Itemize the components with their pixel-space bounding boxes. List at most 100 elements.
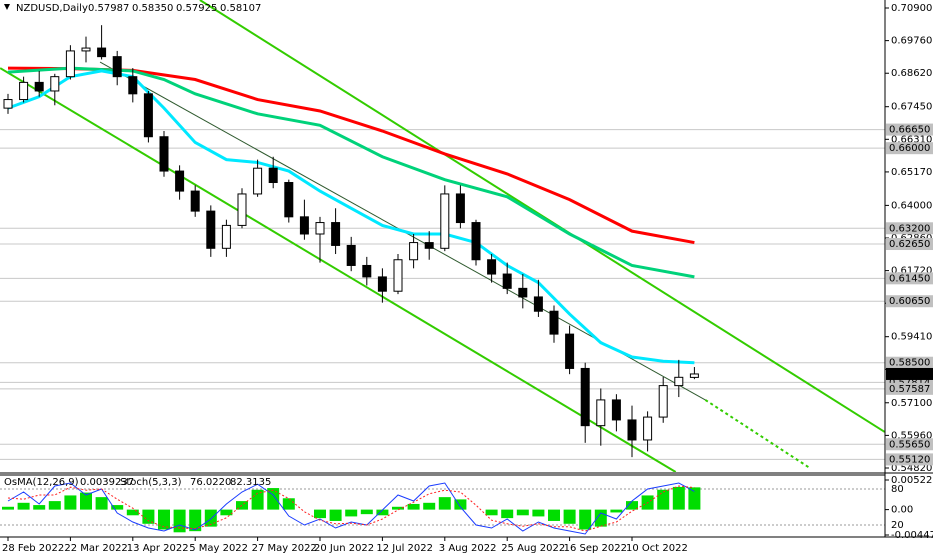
x-tick-label: 12 Jul 2022 bbox=[376, 543, 433, 554]
candle-body bbox=[34, 81, 44, 92]
candle-body bbox=[19, 81, 29, 101]
trendline bbox=[0, 67, 677, 472]
level-label: 0.63200 bbox=[889, 223, 930, 234]
stoch-value: 82.3135 bbox=[230, 477, 271, 488]
candle-body bbox=[221, 224, 231, 249]
osma-bar bbox=[548, 509, 560, 521]
candle-body bbox=[175, 170, 185, 192]
osma-bar bbox=[672, 486, 685, 510]
stoch-tick-label: 80 bbox=[891, 484, 904, 495]
candle-body bbox=[611, 399, 621, 421]
level-label: 0.62650 bbox=[889, 239, 930, 250]
osma-bar bbox=[204, 509, 217, 527]
level-label: 0.60650 bbox=[889, 296, 930, 307]
candle-body bbox=[689, 373, 699, 378]
osma-bar bbox=[158, 509, 170, 530]
title-arrow bbox=[4, 4, 10, 10]
candle-body bbox=[471, 222, 481, 261]
stoch-value: 76.0220 bbox=[190, 477, 231, 488]
y-tick-label: 0.54820 bbox=[891, 463, 932, 474]
osma-bar bbox=[501, 509, 514, 519]
osma-bar bbox=[438, 497, 451, 510]
ohlc-value: 0.58350 bbox=[132, 3, 173, 14]
candle-body bbox=[565, 333, 575, 369]
ohlc-value: 0.58107 bbox=[220, 3, 261, 14]
x-tick-label: 20 Jun 2022 bbox=[314, 543, 374, 554]
osma-bar bbox=[282, 498, 295, 510]
level-label-box bbox=[886, 438, 933, 451]
osma-bar bbox=[48, 501, 61, 510]
osma-bar bbox=[657, 489, 670, 510]
level-label: 0.55120 bbox=[889, 454, 930, 465]
osma-bar bbox=[126, 509, 139, 516]
osma-bar bbox=[392, 506, 404, 510]
level-label-box bbox=[886, 142, 933, 155]
level-label-box bbox=[886, 222, 933, 235]
symbol-title: NZDUSD,Daily bbox=[16, 3, 88, 14]
y-tick-label: 0.68620 bbox=[891, 68, 932, 79]
stoch-line bbox=[7, 485, 695, 532]
candle-body bbox=[424, 242, 434, 249]
candle-body bbox=[455, 193, 465, 224]
osma-bar bbox=[579, 509, 592, 530]
osma-bar bbox=[454, 499, 467, 510]
candle-body bbox=[143, 93, 153, 138]
level-label-box bbox=[886, 123, 933, 136]
level-label: 0.55650 bbox=[889, 439, 930, 450]
osma-bar bbox=[17, 502, 30, 510]
osma-bar bbox=[173, 509, 186, 533]
osma-bar bbox=[220, 509, 233, 516]
level-label: 0.61450 bbox=[889, 273, 930, 284]
osma-title: OsMA(12,26,9) bbox=[4, 477, 79, 488]
current-price-label: 0.58107 bbox=[889, 369, 930, 380]
x-tick-label: 3 Aug 2022 bbox=[439, 543, 497, 554]
stoch-title: Stoch(5,3,3) bbox=[120, 477, 182, 488]
y-tick-label: 0.66310 bbox=[891, 134, 932, 145]
stoch-tick-label: 20 bbox=[891, 520, 904, 531]
candle-body bbox=[128, 76, 138, 95]
trendline bbox=[704, 399, 811, 469]
candle-body bbox=[549, 310, 559, 335]
osma-bar bbox=[407, 503, 420, 510]
candle-body bbox=[502, 273, 512, 289]
x-tick-label: 28 Feb 2022 bbox=[2, 543, 64, 554]
osma-bar bbox=[485, 509, 498, 516]
osma-bar bbox=[2, 506, 14, 510]
x-tick-label: 27 May 2022 bbox=[252, 543, 317, 554]
candle-body bbox=[596, 399, 606, 427]
x-tick-label: 22 Mar 2022 bbox=[64, 543, 127, 554]
x-tick-label: 16 Sep 2022 bbox=[564, 543, 627, 554]
level-label: 0.66650 bbox=[889, 125, 930, 136]
osma-bar bbox=[532, 509, 545, 517]
level-label: 0.66000 bbox=[889, 143, 930, 154]
candle-body bbox=[190, 190, 200, 212]
candle-body bbox=[643, 416, 653, 441]
level-label-box bbox=[886, 356, 933, 369]
candle-body bbox=[50, 76, 60, 92]
osma-bar bbox=[688, 487, 701, 510]
main-pane bbox=[0, 0, 885, 472]
candle-body bbox=[518, 287, 528, 298]
candle-body bbox=[331, 222, 341, 246]
candle-body bbox=[206, 210, 216, 249]
current-price-box bbox=[886, 367, 933, 380]
indicator-pane bbox=[0, 482, 885, 535]
candle-body bbox=[440, 193, 450, 249]
candle-body bbox=[409, 242, 419, 261]
candle-body bbox=[377, 276, 387, 292]
x-tick-label: 5 May 2022 bbox=[189, 543, 248, 554]
osma-bar bbox=[329, 509, 342, 521]
osma-bar bbox=[64, 495, 77, 510]
candle-body bbox=[315, 222, 325, 235]
candle-body bbox=[3, 99, 13, 109]
x-tick-label: 13 Apr 2022 bbox=[127, 543, 189, 554]
osma-bar bbox=[626, 501, 638, 510]
candle-body bbox=[362, 264, 372, 278]
osma-bar bbox=[236, 501, 248, 510]
level-label-box bbox=[886, 295, 933, 308]
level-label-box bbox=[886, 453, 933, 466]
y-tick-label: 0.57100 bbox=[891, 398, 932, 409]
osma-bar bbox=[563, 509, 576, 524]
